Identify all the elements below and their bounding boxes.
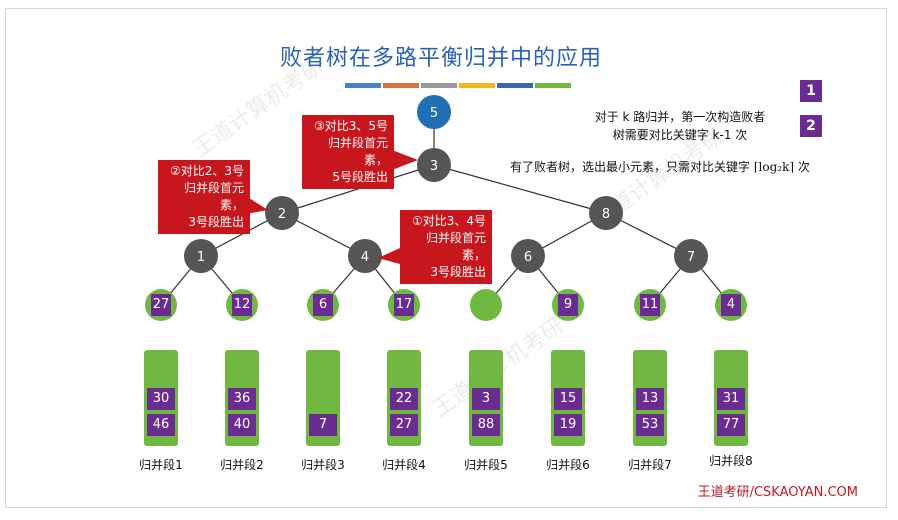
callout-pointer <box>246 196 268 214</box>
run-cell: 19 <box>554 414 582 436</box>
run-2: 36 40 <box>225 350 259 446</box>
tree-node <box>184 239 218 273</box>
leaf-value: 12 <box>232 294 252 316</box>
callout-step1: ①对比3、4号 归并段首元素， 3号段胜出 <box>400 210 492 284</box>
callout-step3: ③对比3、5号 归并段首元素， 5号段胜出 <box>302 115 394 189</box>
run-cell: 46 <box>147 414 175 436</box>
badge-2: 2 <box>800 115 822 137</box>
title-stripe <box>421 83 457 88</box>
run-7: 13 53 <box>633 350 667 446</box>
callout-line: 归并段首元素， <box>327 136 388 167</box>
title-stripe <box>383 83 419 88</box>
run-cell: 77 <box>717 414 745 436</box>
title-stripe <box>497 83 533 88</box>
winner-node-label: 5 <box>430 106 438 121</box>
run-cell: 13 <box>636 388 664 410</box>
run-label: 归并段1 <box>139 458 183 472</box>
run-8: 31 77 <box>714 350 748 446</box>
note-text: 次 <box>797 160 810 174</box>
run-1: 30 46 <box>144 350 178 446</box>
callout-line: 5号段胜出 <box>332 170 388 184</box>
run-cell: 88 <box>472 414 500 436</box>
callout-line: 3号段胜出 <box>188 215 244 229</box>
leaf-node: 4 <box>715 289 747 321</box>
tree-node-label: 3 <box>430 159 438 174</box>
leaf-value: 4 <box>721 294 741 316</box>
leaf-node: 9 <box>552 289 584 321</box>
run-cell: 22 <box>390 388 418 410</box>
leaf-node: 6 <box>307 289 339 321</box>
run-cell: 40 <box>228 414 256 436</box>
tree-node-label: 4 <box>361 250 369 265</box>
callout-line: 归并段首元素， <box>425 231 486 262</box>
run-3: 7 <box>306 350 340 446</box>
title-stripe <box>459 83 495 88</box>
run-cell: 3 <box>472 388 500 410</box>
tree-node <box>348 239 382 273</box>
run-cell: 27 <box>390 414 418 436</box>
tree-node <box>589 196 623 230</box>
leaf-node: 12 <box>226 289 258 321</box>
note-line: 对于 k 路归并，第一次构造败者 <box>594 110 766 124</box>
note-formula: ⌈log₂k⌉ <box>753 160 795 174</box>
tree-node-label: 7 <box>687 250 695 265</box>
leaf-value: 11 <box>640 294 660 316</box>
winner-node <box>417 95 451 129</box>
run-label: 归并段5 <box>464 458 508 472</box>
tree-node-label: 6 <box>524 250 532 265</box>
page-title: 败者树在多路平衡归并中的应用 <box>280 46 603 71</box>
leaf-node: 11 <box>634 289 666 321</box>
run-label: 归并段2 <box>220 458 264 472</box>
leaf-value: 6 <box>313 294 333 316</box>
tree-node <box>674 239 708 273</box>
run-cell: 7 <box>309 414 337 436</box>
leaf-node: 17 <box>388 289 420 321</box>
callout-line: ②对比2、3号 <box>169 164 244 178</box>
tree-node-label: 8 <box>602 207 610 222</box>
run-cell: 36 <box>228 388 256 410</box>
leaf-value: 17 <box>394 294 414 316</box>
run-4: 22 27 <box>387 350 421 446</box>
edge <box>281 164 435 214</box>
callout-pointer <box>378 248 400 264</box>
callout-step2: ②对比2、3号 归并段首元素， 3号段胜出 <box>158 160 250 234</box>
callout-line: 3号段胜出 <box>430 265 486 279</box>
run-label: 归并段8 <box>709 454 753 468</box>
tree-node <box>511 239 545 273</box>
leaf-value: 9 <box>558 294 578 316</box>
badge-1: 1 <box>800 80 822 102</box>
note-select: 有了败者树，选出最小元素，只需对比关键字 ⌈log₂k⌉ 次 <box>510 158 850 176</box>
run-6: 15 19 <box>551 350 585 446</box>
run-label: 归并段4 <box>382 458 426 472</box>
leaf-value: 27 <box>151 294 171 316</box>
run-cell: 15 <box>554 388 582 410</box>
title-stripe <box>535 83 571 88</box>
footer-brand: 王道考研/CSKAOYAN.COM <box>697 485 858 500</box>
tree-node <box>265 196 299 230</box>
callout-line: ①对比3、4号 <box>411 214 486 228</box>
tree-node-label: 2 <box>278 207 286 222</box>
run-label: 归并段3 <box>301 458 345 472</box>
run-cell: 30 <box>147 388 175 410</box>
note-line: 树需要对比关键字 k-1 次 <box>612 128 748 142</box>
run-label: 归并段7 <box>628 458 672 472</box>
callout-line: 归并段首元素， <box>183 181 244 212</box>
run-cell: 53 <box>636 414 664 436</box>
note-text: 有了败者树，选出最小元素，只需对比关键字 <box>510 160 751 174</box>
leaf-node-empty <box>470 289 502 321</box>
title-stripe <box>345 83 381 88</box>
tree-node-label: 1 <box>197 250 205 265</box>
leaf-node: 27 <box>145 289 177 321</box>
run-5: 3 88 <box>469 350 503 446</box>
run-label: 归并段6 <box>546 458 590 472</box>
tree-node <box>417 148 451 182</box>
callout-line: ③对比3、5号 <box>313 119 388 133</box>
edge <box>433 164 607 214</box>
note-construct: 对于 k 路归并，第一次构造败者 树需要对比关键字 k-1 次 <box>580 108 780 144</box>
callout-pointer <box>392 150 418 170</box>
run-cell: 31 <box>717 388 745 410</box>
